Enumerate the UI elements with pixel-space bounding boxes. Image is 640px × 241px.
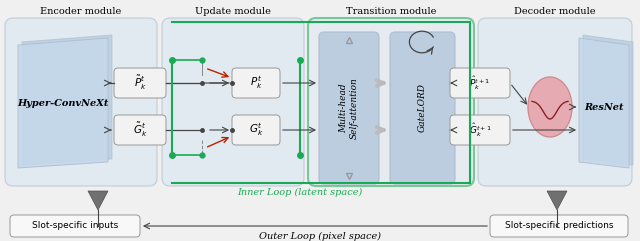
FancyBboxPatch shape [319,32,379,184]
Polygon shape [22,35,112,165]
Text: $\hat{G}_k^{t+1}$: $\hat{G}_k^{t+1}$ [468,121,492,139]
Text: GateLORD: GateLORD [417,83,426,133]
Polygon shape [88,191,108,210]
Polygon shape [583,35,633,165]
FancyBboxPatch shape [232,68,280,98]
FancyBboxPatch shape [10,215,140,237]
Text: Inner Loop (latent space): Inner Loop (latent space) [237,187,363,197]
Text: Slot-specific inputs: Slot-specific inputs [32,221,118,230]
Text: $\hat{P}_k^{t+1}$: $\hat{P}_k^{t+1}$ [469,74,491,92]
Text: Update module: Update module [195,7,271,16]
FancyBboxPatch shape [232,115,280,145]
Text: Multi-head
Self-attention: Multi-head Self-attention [339,77,358,139]
Text: $G_k^t$: $G_k^t$ [249,122,263,138]
Text: ResNet: ResNet [584,102,624,112]
Text: Decoder module: Decoder module [515,7,596,16]
FancyBboxPatch shape [490,215,628,237]
FancyBboxPatch shape [5,18,157,186]
Text: Hyper-ConvNeXt: Hyper-ConvNeXt [17,99,109,107]
FancyBboxPatch shape [390,32,455,184]
FancyBboxPatch shape [450,68,510,98]
Text: $P_k^t$: $P_k^t$ [250,75,262,91]
Text: $\tilde{P}_k^t$: $\tilde{P}_k^t$ [134,74,147,92]
FancyBboxPatch shape [450,115,510,145]
FancyBboxPatch shape [162,18,304,186]
FancyBboxPatch shape [114,68,166,98]
Text: $\tilde{G}_k^t$: $\tilde{G}_k^t$ [132,121,147,139]
Polygon shape [528,77,572,137]
Polygon shape [18,38,108,168]
Polygon shape [579,38,629,168]
Text: Slot-specific predictions: Slot-specific predictions [505,221,613,230]
Text: Outer Loop (pixel space): Outer Loop (pixel space) [259,232,381,241]
Text: Encoder module: Encoder module [40,7,122,16]
FancyBboxPatch shape [114,115,166,145]
FancyBboxPatch shape [478,18,632,186]
FancyBboxPatch shape [308,18,474,186]
Text: Transition module: Transition module [346,7,436,16]
Polygon shape [547,191,567,210]
